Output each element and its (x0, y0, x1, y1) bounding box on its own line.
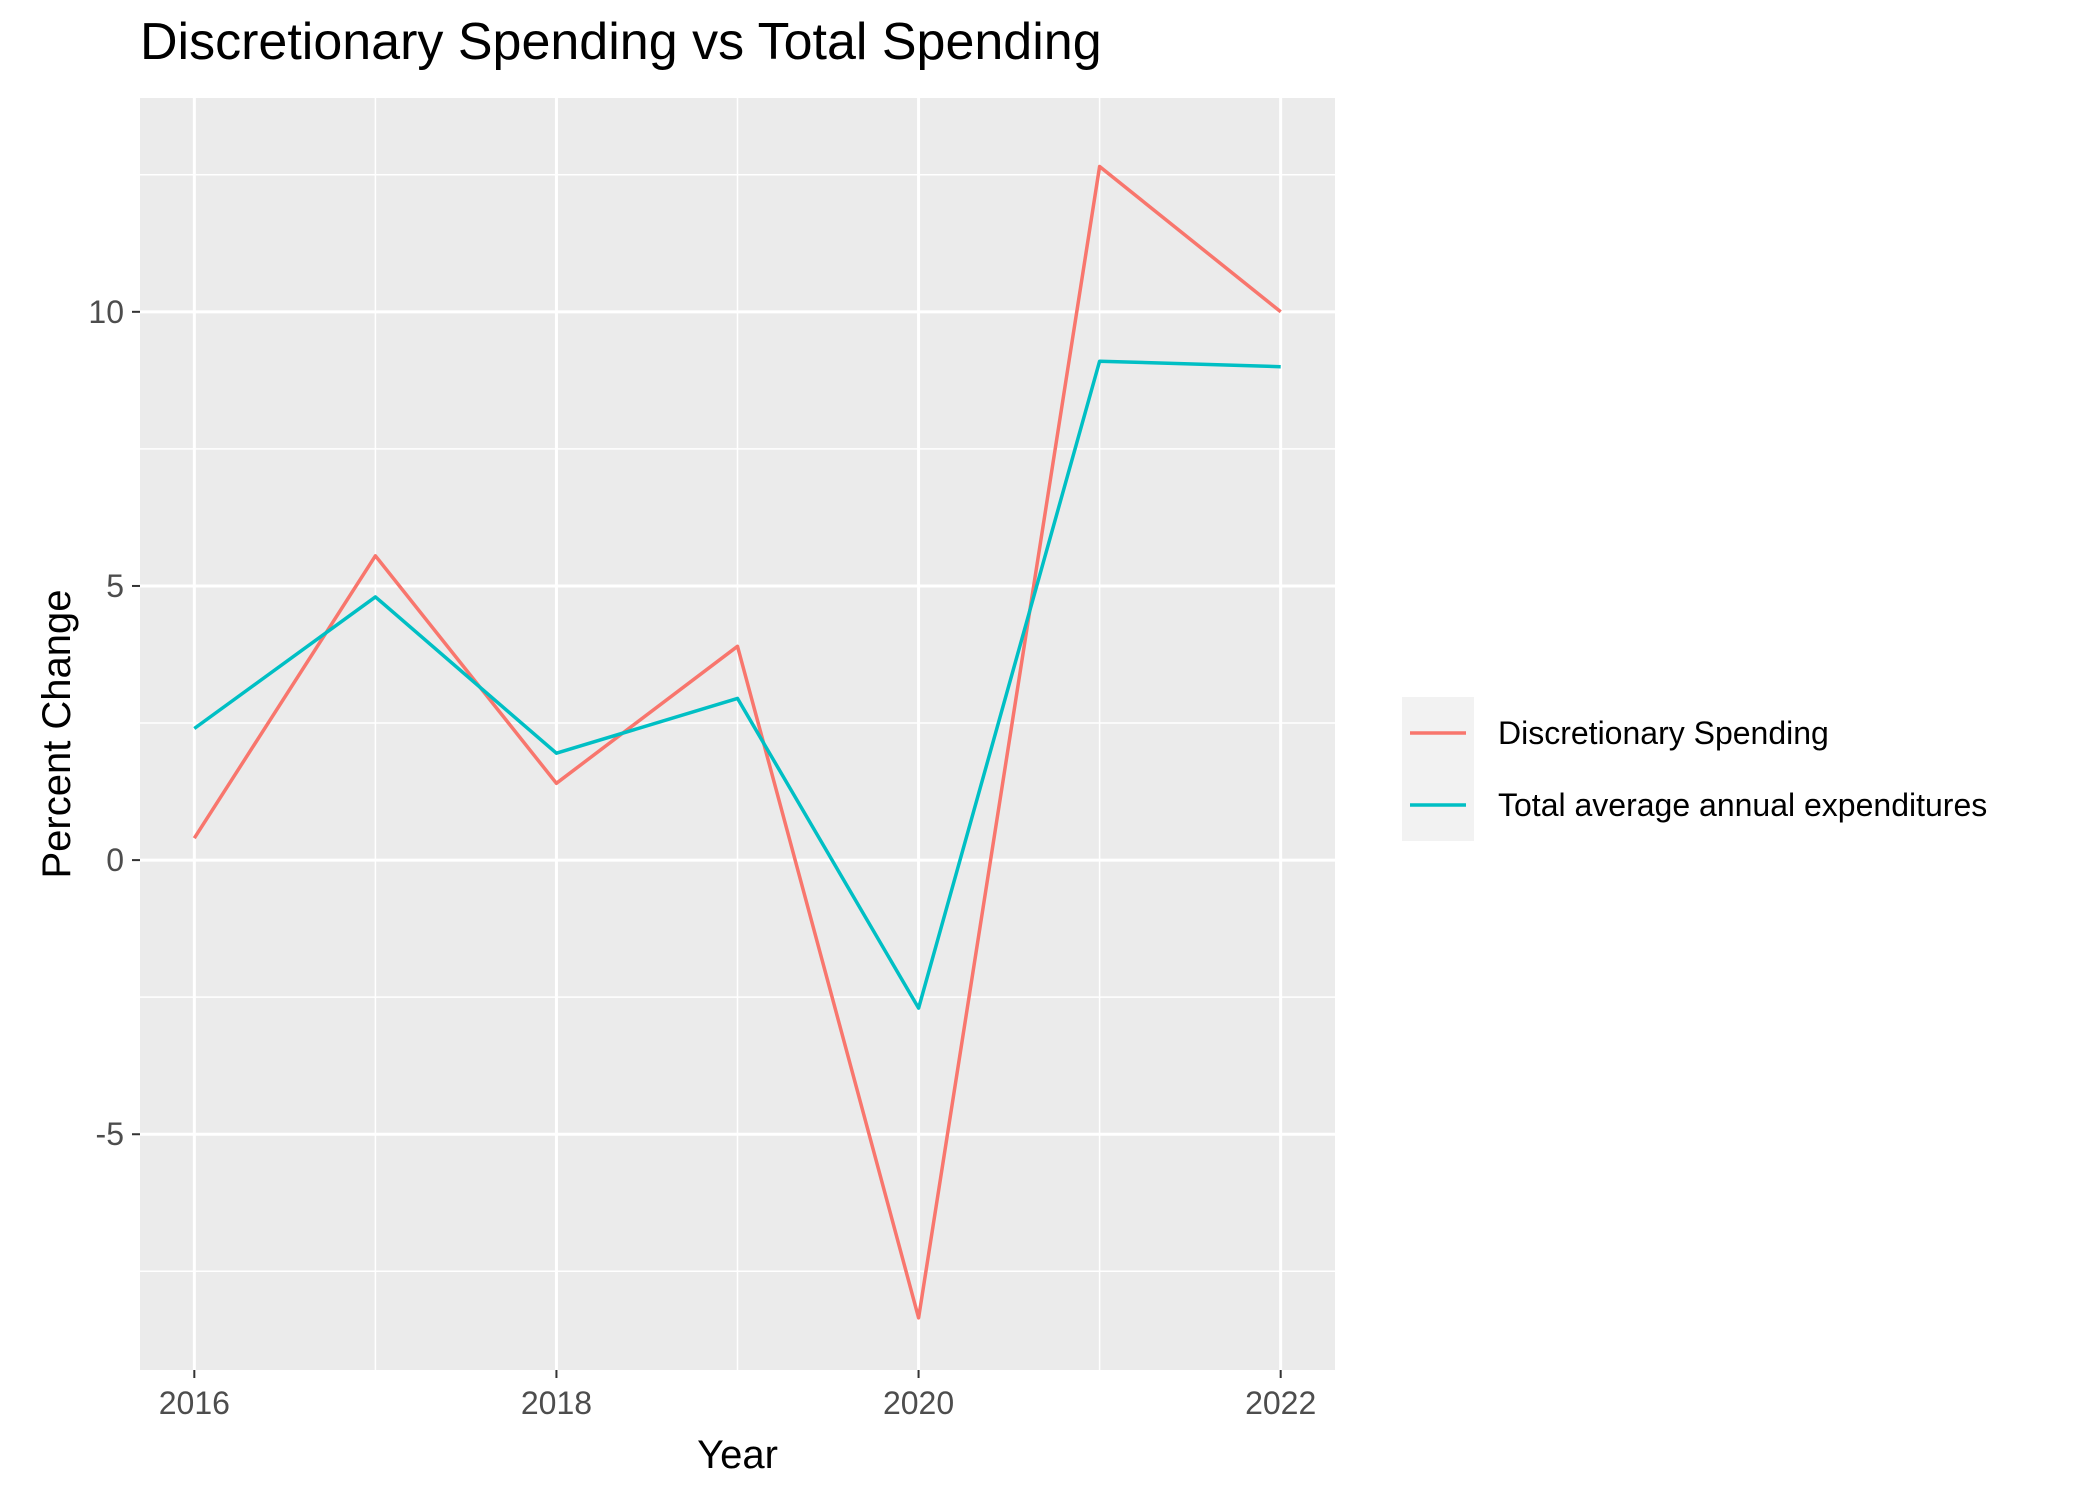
legend: Discretionary Spending Total average annu… (1402, 697, 1987, 841)
legend-label: Discretionary Spending (1498, 715, 1829, 751)
legend-label: Total average annual expenditures (1498, 787, 1987, 823)
minor-gridlines (140, 98, 1335, 1370)
legend-key-background (1402, 697, 1474, 841)
x-tick-label: 2022 (1245, 1385, 1316, 1421)
series-line (192, 164, 1282, 1320)
x-tick-label: 2016 (159, 1385, 230, 1421)
x-axis-title: Year (697, 1433, 778, 1477)
y-tick-label: -5 (96, 1116, 124, 1152)
y-axis-title: Percent Change (35, 589, 79, 878)
x-tick-label: 2020 (883, 1385, 954, 1421)
y-tick-label: 5 (106, 568, 124, 604)
x-tick-label: 2018 (521, 1385, 592, 1421)
series-layer (192, 164, 1282, 1320)
series-line (193, 359, 1281, 1010)
chart-title: Discretionary Spending vs Total Spending (140, 13, 1102, 71)
axis-layer: -5 0 5 10 2016 2018 2020 2022 (88, 294, 1316, 1421)
y-tick-label: 0 (106, 842, 124, 878)
y-tick-label: 10 (88, 294, 124, 330)
